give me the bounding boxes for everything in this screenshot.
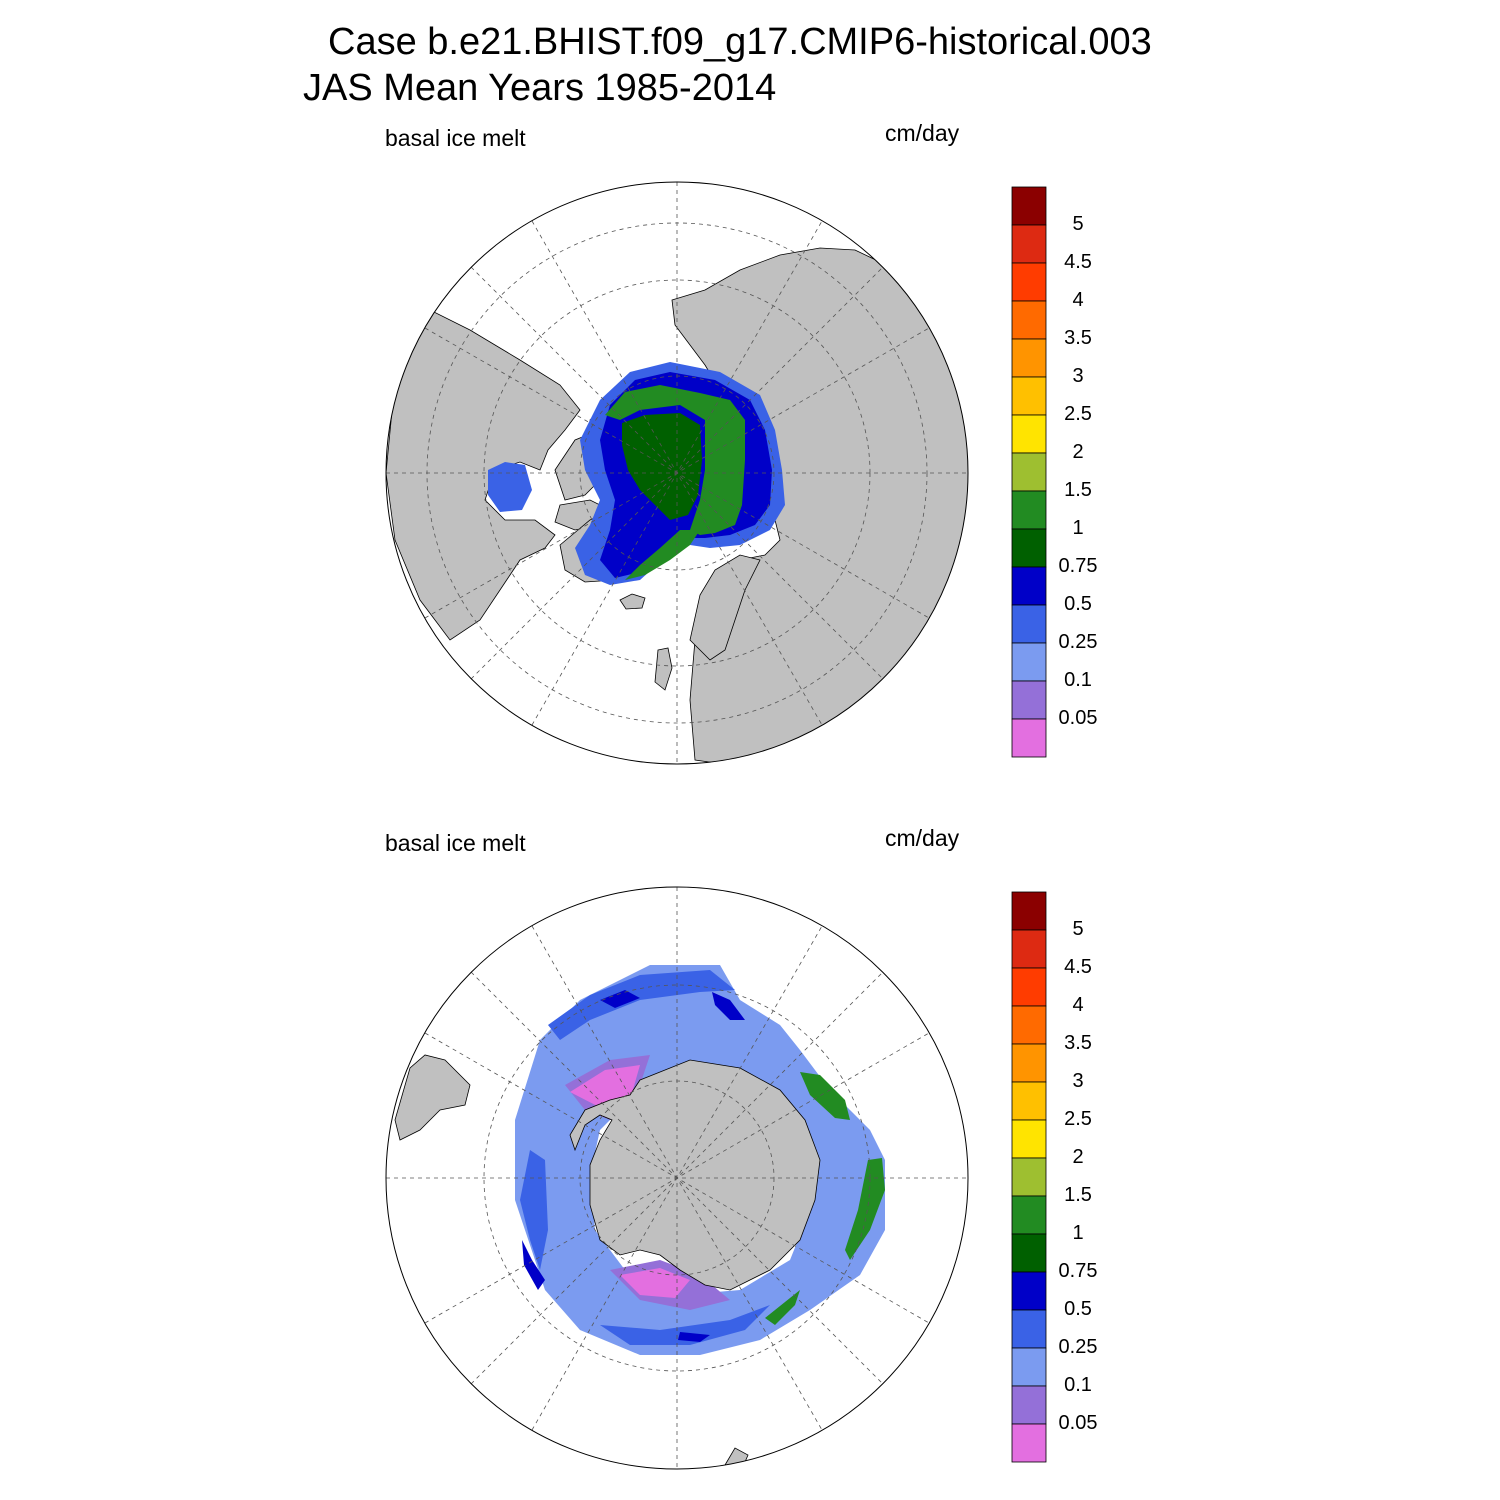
south-colorbar-swatch [1011, 1081, 1047, 1121]
south-panel-units-label: cm/day [885, 825, 960, 851]
north-colorbar-tick-label: 4.5 [1064, 251, 1092, 273]
south-colorbar-tick-label: 0.75 [1058, 1260, 1098, 1282]
north-colorbar-tick-label: 0.5 [1064, 593, 1092, 615]
south-colorbar-tick-label: 1 [1072, 1222, 1084, 1244]
north-map-land-scandinavia [689, 554, 761, 661]
north-colorbar-swatch [1011, 414, 1047, 454]
south-melt-band-003 [570, 1065, 690, 1298]
north-colorbar-swatch [1011, 224, 1047, 264]
north-colorbar-tick-label: 0.75 [1058, 555, 1098, 577]
north-map-boundary [385, 181, 969, 765]
south-colorbar-swatch [1011, 967, 1047, 1007]
south-colorbar-tick-label: 2.5 [1064, 1108, 1092, 1130]
south-colorbar-swatch [1011, 1005, 1047, 1045]
north-colorbar-swatch [1011, 452, 1047, 492]
south-colorbar-swatch [1011, 1119, 1047, 1159]
north-colorbar-tick-label: 4 [1072, 289, 1084, 311]
north-colorbar-swatch [1011, 566, 1047, 606]
south-colorbar [1011, 891, 1047, 1463]
north-colorbar-tick-label: 3 [1072, 365, 1084, 387]
south-colorbar-tick-label: 2 [1072, 1146, 1084, 1168]
north-map-land-iceland [619, 593, 646, 610]
south-colorbar-swatch [1011, 1195, 1047, 1235]
south-colorbar-tick-label: 5 [1072, 918, 1084, 940]
north-colorbar-swatch [1011, 300, 1047, 340]
north-colorbar-swatch [1011, 376, 1047, 416]
north-colorbar [1011, 186, 1047, 758]
north-colorbar-swatch [1011, 186, 1047, 226]
south-map-land-south-america [394, 1054, 471, 1141]
north-colorbar-swatch [1011, 604, 1047, 644]
south-colorbar-swatch [1011, 1347, 1047, 1387]
south-colorbar-tick-label: 4 [1072, 994, 1084, 1016]
figure-title-season: JAS Mean Years 1985-2014 [303, 67, 777, 109]
north-melt-band-100 [605, 385, 745, 580]
south-melt-band-005 [565, 1055, 730, 1310]
north-colorbar-tick-label: 2.5 [1064, 403, 1092, 425]
north-map-graticule [386, 182, 968, 764]
south-colorbar-swatch [1011, 1271, 1047, 1311]
north-colorbar-tick-label: 0.1 [1064, 669, 1092, 691]
north-colorbar-tick-label: 1.5 [1064, 479, 1092, 501]
south-colorbar-tick-label: 0.25 [1058, 1336, 1098, 1358]
south-colorbar-swatch [1011, 1157, 1047, 1197]
south-colorbar-tick-label: 0.5 [1064, 1298, 1092, 1320]
north-colorbar-swatch [1011, 338, 1047, 378]
north-map-land-british-isles [654, 647, 673, 691]
south-colorbar-tick-label: 1.5 [1064, 1184, 1092, 1206]
south-map-graticule [386, 887, 968, 1469]
north-colorbar-swatch [1011, 680, 1047, 720]
figure-title-case: Case b.e21.BHIST.f09_g17.CMIP6-historica… [328, 21, 1152, 63]
north-colorbar-tick-label: 3.5 [1064, 327, 1092, 349]
north-colorbar-swatch [1011, 262, 1047, 302]
north-colorbar-tick-label: 0.05 [1058, 707, 1098, 729]
south-colorbar-swatch [1011, 929, 1047, 969]
north-colorbar-swatch [1011, 528, 1047, 568]
south-colorbar-tick-label: 0.1 [1064, 1374, 1092, 1396]
south-melt-band-100 [765, 1072, 885, 1325]
north-colorbar-swatch [1011, 718, 1047, 758]
south-colorbar-tick-label: 3 [1072, 1070, 1084, 1092]
south-colorbar-swatch [1011, 1309, 1047, 1349]
south-map-boundary [385, 886, 969, 1470]
north-colorbar-tick-label: 2 [1072, 441, 1084, 463]
south-polar-map [385, 886, 969, 1470]
north-colorbar-tick-label: 0.25 [1058, 631, 1098, 653]
north-melt-hudson-bay [488, 462, 532, 512]
south-colorbar-swatch [1011, 891, 1047, 931]
south-colorbar-swatch [1011, 1233, 1047, 1273]
north-panel-units-label: cm/day [885, 120, 960, 146]
south-colorbar-tick-label: 0.05 [1058, 1412, 1098, 1434]
north-colorbar-tick-label: 5 [1072, 213, 1084, 235]
north-polar-map [385, 181, 969, 765]
south-colorbar-swatch [1011, 1385, 1047, 1425]
north-colorbar-tick-label: 1 [1072, 517, 1084, 539]
south-colorbar-swatch [1011, 1423, 1047, 1463]
south-panel-variable-label: basal ice melt [385, 830, 526, 856]
north-melt-band-075 [622, 413, 702, 520]
south-colorbar-tick-label: 3.5 [1064, 1032, 1092, 1054]
north-colorbar-swatch [1011, 490, 1047, 530]
north-panel-variable-label: basal ice melt [385, 125, 526, 151]
north-colorbar-swatch [1011, 642, 1047, 682]
south-colorbar-tick-label: 4.5 [1064, 956, 1092, 978]
south-colorbar-swatch [1011, 1043, 1047, 1083]
